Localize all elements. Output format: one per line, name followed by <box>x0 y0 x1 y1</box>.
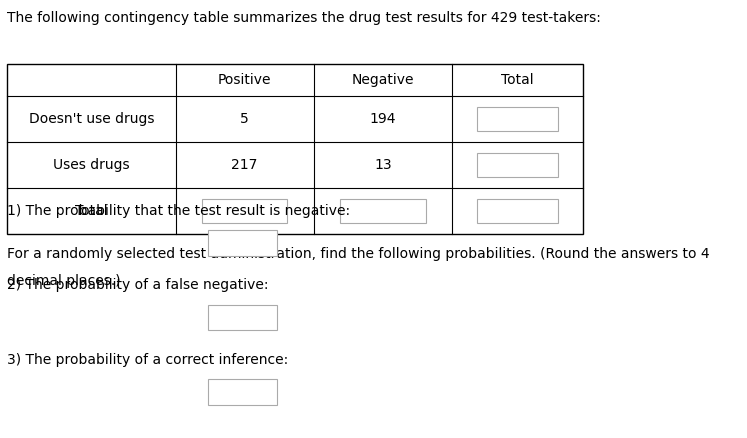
Text: 13: 13 <box>374 159 391 172</box>
Bar <box>208 230 277 256</box>
Text: 194: 194 <box>370 113 396 126</box>
Text: For a randomly selected test administration, find the following probabilities. (: For a randomly selected test administrat… <box>7 247 710 261</box>
Text: Positive: Positive <box>218 73 271 87</box>
Text: 2) The probability of a false negative:: 2) The probability of a false negative: <box>7 278 269 292</box>
Text: 3) The probability of a correct inference:: 3) The probability of a correct inferenc… <box>7 353 289 367</box>
Bar <box>208 379 277 405</box>
Bar <box>477 199 558 223</box>
Text: 5: 5 <box>241 113 249 126</box>
Text: Negative: Negative <box>352 73 414 87</box>
Bar <box>477 107 558 131</box>
Text: Doesn't use drugs: Doesn't use drugs <box>28 113 155 126</box>
Text: Total: Total <box>75 205 108 218</box>
Bar <box>477 153 558 177</box>
Text: 217: 217 <box>232 159 258 172</box>
Text: decimal places.): decimal places.) <box>7 274 121 288</box>
Bar <box>340 199 426 223</box>
Bar <box>208 305 277 330</box>
Bar <box>202 199 288 223</box>
Text: The following contingency table summarizes the drug test results for 429 test-ta: The following contingency table summariz… <box>7 11 601 25</box>
Text: 1) The probability that the test result is negative:: 1) The probability that the test result … <box>7 204 350 218</box>
Text: Total: Total <box>501 73 533 87</box>
Text: Uses drugs: Uses drugs <box>53 159 130 172</box>
Bar <box>7 64 583 234</box>
